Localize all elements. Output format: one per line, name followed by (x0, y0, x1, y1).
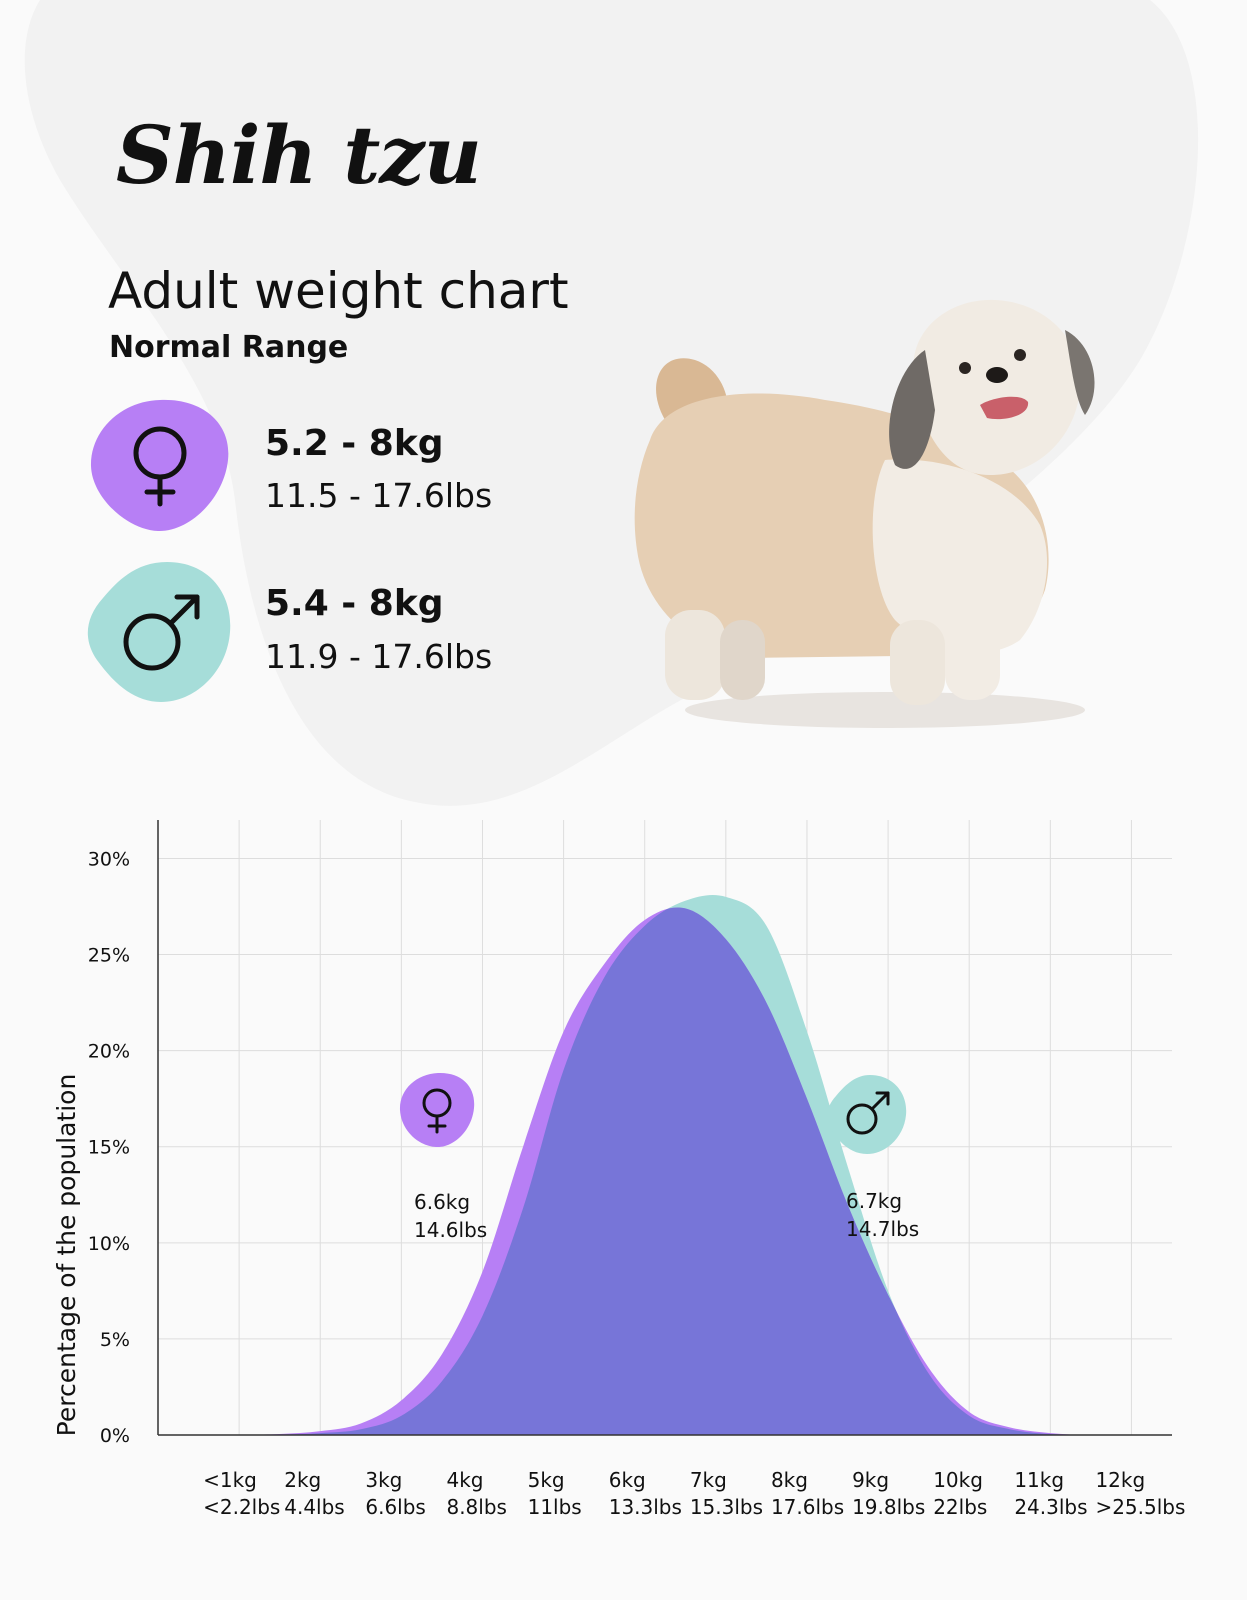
x-tick-label-lbs: 22lbs (933, 1495, 987, 1519)
female-peak-kg: 6.6kg (414, 1190, 471, 1214)
male-peak-marker (827, 1075, 907, 1154)
x-tick-label-kg: 12kg (1095, 1468, 1145, 1492)
x-tick-label-lbs: 17.6lbs (771, 1495, 844, 1519)
x-tick-label-lbs: 13.3lbs (609, 1495, 682, 1519)
male-peak-values: 6.7kg 14.7lbs (846, 1187, 919, 1243)
x-tick-label-lbs: 11lbs (528, 1495, 582, 1519)
x-tick-label-lbs: 8.8lbs (446, 1495, 506, 1519)
dog-leg-back (665, 610, 725, 700)
x-tick-label-kg: 2kg (284, 1468, 321, 1492)
dog-leg-front (890, 620, 945, 705)
dog-shadow (685, 692, 1085, 728)
dog-chest (872, 459, 1048, 653)
x-tick-label-kg: 6kg (609, 1468, 646, 1492)
x-tick-label-lbs: <2.2lbs (203, 1495, 280, 1519)
dog-tongue (980, 396, 1029, 420)
normal-range-label: Normal Range (109, 330, 349, 365)
series-overlap-area (239, 907, 1132, 1435)
dog-ear-right (1065, 330, 1095, 415)
y-tick-label: 25% (88, 945, 130, 967)
male-range-kg: 5.4 - 8kg (265, 583, 444, 624)
x-tick-label-kg: 8kg (771, 1468, 808, 1492)
y-tick-label: 15% (88, 1137, 130, 1159)
shih-tzu-photo (634, 299, 1095, 728)
dog-eye-right (1014, 349, 1026, 361)
x-tick-label-lbs: 4.4lbs (284, 1495, 344, 1519)
female-badge (90, 399, 229, 532)
x-tick-label-lbs: >25.5lbs (1095, 1495, 1185, 1519)
dog-eye-left (959, 362, 971, 374)
x-tick-label-kg: 11kg (1014, 1468, 1064, 1492)
background-blob (0, 0, 1247, 820)
male-marker-icon (846, 1091, 890, 1135)
page-title: Shih tzu (116, 108, 482, 202)
x-tick-label-lbs: 19.8lbs (852, 1495, 925, 1519)
y-tick-label: 5% (100, 1329, 130, 1351)
x-tick-label-lbs: 6.6lbs (365, 1495, 425, 1519)
y-axis-label: Percentage of the population (52, 1074, 81, 1437)
x-tick-label-lbs: 15.3lbs (690, 1495, 763, 1519)
x-tick-label-kg: 9kg (852, 1468, 889, 1492)
y-axis-ticks: 0% 5% 10% 15% 20% 25% 30% (88, 848, 130, 1447)
male-peak-lbs: 14.7lbs (846, 1217, 920, 1241)
chart-areas (239, 894, 1132, 1435)
female-peak-lbs: 14.6lbs (414, 1218, 488, 1242)
female-badge-blob (90, 399, 229, 532)
x-tick-label-kg: 10kg (933, 1468, 983, 1492)
female-peak-marker (399, 1072, 475, 1148)
y-tick-label: 30% (88, 848, 130, 870)
x-tick-label-kg: 3kg (365, 1468, 402, 1492)
female-marker-icon (422, 1088, 452, 1134)
chart-subtitle: Adult weight chart (108, 262, 569, 320)
y-tick-label: 20% (88, 1041, 130, 1063)
female-range-kg: 5.2 - 8kg (265, 423, 444, 464)
male-badge-blob (87, 562, 231, 702)
chart-axes (157, 820, 1172, 1436)
female-peak-values: 6.6kg 14.6lbs (414, 1188, 487, 1244)
dog-leg-back-2 (720, 620, 765, 700)
female-range-lbs: 11.5 - 17.6lbs (265, 476, 493, 515)
female-marker-blob (399, 1072, 475, 1148)
dog-leg-front-2 (945, 615, 1000, 700)
x-tick-label-kg: 7kg (690, 1468, 727, 1492)
x-tick-label-kg: <1kg (203, 1468, 257, 1492)
x-tick-label-kg: 5kg (528, 1468, 565, 1492)
x-tick-label-lbs: 24.3lbs (1014, 1495, 1087, 1519)
male-icon (123, 594, 200, 671)
dog-head (913, 299, 1081, 475)
y-tick-label: 0% (100, 1425, 130, 1447)
female-icon (133, 426, 187, 507)
x-tick-label-kg: 4kg (446, 1468, 483, 1492)
male-peak-kg: 6.7kg (846, 1189, 903, 1213)
dog-nose (986, 367, 1008, 383)
male-range-lbs: 11.9 - 17.6lbs (265, 637, 493, 676)
male-badge (87, 562, 231, 702)
y-tick-label: 10% (88, 1233, 130, 1255)
background-blob-shape (24, 0, 1199, 806)
dog-ear-left (889, 350, 935, 469)
